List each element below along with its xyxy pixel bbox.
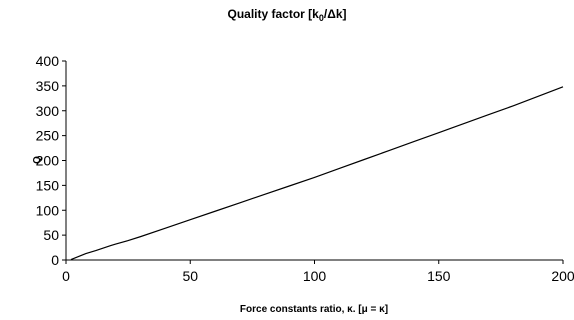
y-tick-label: 400 xyxy=(36,53,60,69)
chart-title-subscript: 0 xyxy=(319,13,324,23)
x-tick-label: 50 xyxy=(182,268,198,284)
y-tick-label: 50 xyxy=(43,227,59,243)
y-tick-label: 0 xyxy=(51,252,59,268)
series-line-0 xyxy=(70,86,564,261)
y-axis-label: Q xyxy=(32,156,43,164)
chart-title-main: Quality factor [k xyxy=(227,7,319,21)
y-axis: 0 50 100 150 200 250 300 350 400 xyxy=(36,53,67,268)
x-tick-label: 100 xyxy=(303,268,327,284)
x-tick-label: 0 xyxy=(62,268,70,284)
y-tick-label: 100 xyxy=(36,202,60,218)
x-tick-label: 150 xyxy=(427,268,451,284)
y-tick-label: 350 xyxy=(36,78,60,94)
x-axis: 0 50 100 150 200 xyxy=(62,259,574,284)
y-tick-label: 200 xyxy=(36,153,60,169)
x-axis-label: Force constants ratio, κ. [μ = κ] xyxy=(240,304,388,315)
y-tick-label: 250 xyxy=(36,128,60,144)
series-group xyxy=(70,86,564,261)
x-tick-label: 200 xyxy=(551,268,574,284)
chart-title-tail: /Δk] xyxy=(324,7,347,21)
y-tick-label: 300 xyxy=(36,103,60,119)
chart-title: Quality factor [k0/Δk] xyxy=(227,7,346,23)
y-tick-label: 150 xyxy=(36,177,60,193)
